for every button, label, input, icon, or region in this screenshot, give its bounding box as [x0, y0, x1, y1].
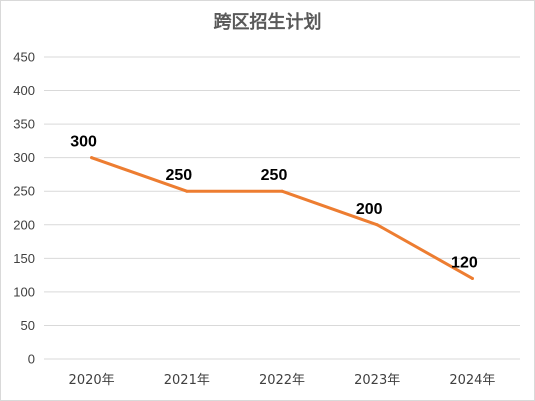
chart-title: 跨区招生计划: [213, 12, 322, 33]
gridlines: [44, 56, 520, 360]
data-point: [375, 223, 379, 227]
data-label: 200: [356, 201, 383, 218]
y-tick-label: 300: [13, 150, 35, 165]
y-axis-ticks: 0 50 100 150 200 250 300 350 400 450: [13, 50, 35, 367]
x-tick-label: 2020年: [69, 373, 115, 388]
y-tick-label: 350: [13, 117, 35, 132]
data-labels: 300 250 250 200 120: [70, 134, 478, 272]
data-label: 300: [70, 134, 97, 151]
y-tick-label: 200: [13, 217, 35, 232]
x-tick-label: 2022年: [259, 373, 305, 388]
data-point: [185, 189, 189, 193]
series-layer: [90, 156, 474, 280]
y-tick-label: 250: [13, 184, 35, 199]
data-point: [90, 156, 94, 160]
x-tick-label: 2024年: [449, 373, 495, 388]
data-point: [470, 276, 474, 280]
y-tick-label: 0: [28, 352, 35, 367]
data-label: 250: [165, 167, 192, 184]
data-label: 250: [261, 167, 288, 184]
x-tick-label: 2021年: [164, 373, 210, 388]
data-label: 120: [451, 254, 478, 271]
data-point: [280, 189, 284, 193]
y-tick-label: 50: [21, 318, 35, 333]
y-tick-label: 150: [13, 251, 35, 266]
y-tick-label: 450: [13, 50, 35, 65]
x-axis-ticks: 2020年 2021年 2022年 2023年 2024年: [69, 373, 496, 388]
y-tick-label: 100: [13, 284, 35, 299]
y-tick-label: 400: [13, 83, 35, 98]
x-tick-label: 2023年: [354, 373, 400, 388]
